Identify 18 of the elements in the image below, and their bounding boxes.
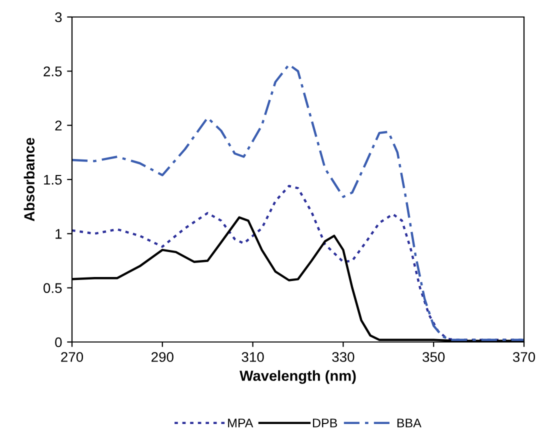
y-tick-label: 1.5 [44, 174, 62, 185]
y-tick-label: 0 [55, 337, 62, 348]
x-tick-label: 290 [152, 352, 174, 362]
y-tick-label: 1 [56, 229, 62, 239]
legend-label: MPA [228, 418, 254, 428]
x-tick-label: 330 [332, 352, 354, 362]
legend-label: BBA [397, 418, 422, 428]
x-axis-title: Wavelength (nm) [240, 370, 356, 384]
x-tick-label: 350 [422, 352, 445, 362]
y-axis-title: Absorbance [24, 138, 35, 222]
x-tick-label: 270 [61, 352, 84, 362]
y-tick-label: 2 [55, 120, 62, 130]
y-tick-label: 0.5 [44, 283, 62, 294]
x-tick-label: 370 [512, 352, 536, 362]
legend-label: DPB [313, 418, 338, 428]
y-tick-label: 2.5 [44, 66, 62, 76]
y-tick-label: 3 [55, 12, 62, 22]
x-tick-label: 310 [242, 352, 264, 362]
